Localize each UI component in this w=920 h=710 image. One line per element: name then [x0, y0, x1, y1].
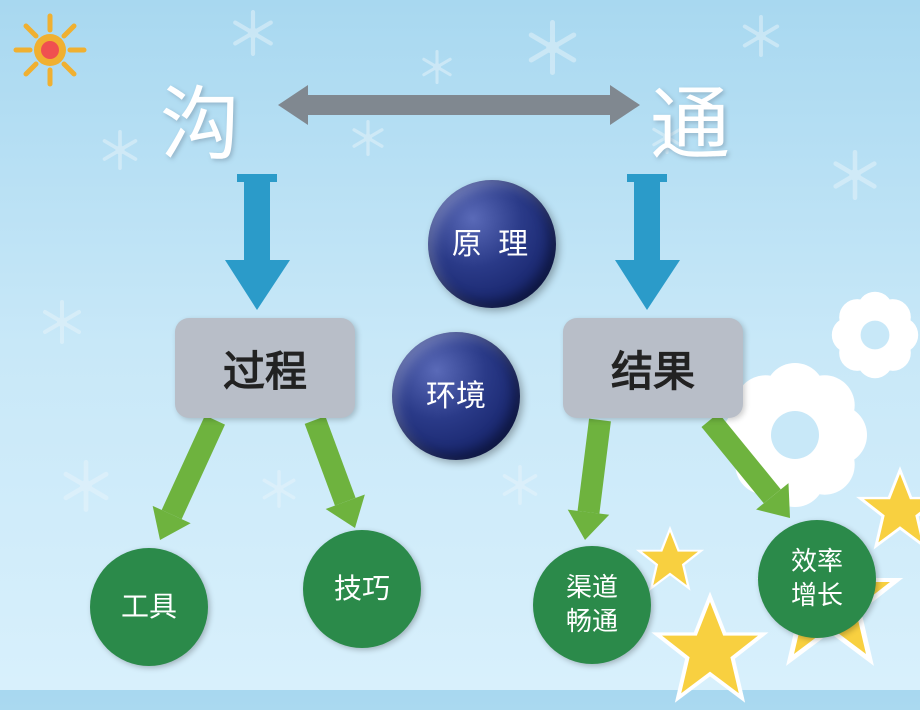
- circle-skill: 技巧: [303, 530, 421, 648]
- circle-principle: 原 理: [428, 180, 556, 308]
- arrow-down-right: [615, 174, 680, 310]
- title-char-left: 沟: [160, 60, 240, 176]
- circle-channel: 渠道 畅通: [533, 546, 651, 664]
- arrow-double-horizontal: [278, 85, 640, 125]
- sun-icon: [10, 10, 90, 90]
- arrow-down-left: [225, 174, 290, 310]
- title-char-right: 通: [650, 60, 730, 176]
- box-result: 结果: [563, 318, 743, 418]
- circle-efficiency: 效率 增长: [758, 520, 876, 638]
- box-process: 过程: [175, 318, 355, 418]
- circle-environment: 环境: [392, 332, 520, 460]
- circle-tool: 工具: [90, 548, 208, 666]
